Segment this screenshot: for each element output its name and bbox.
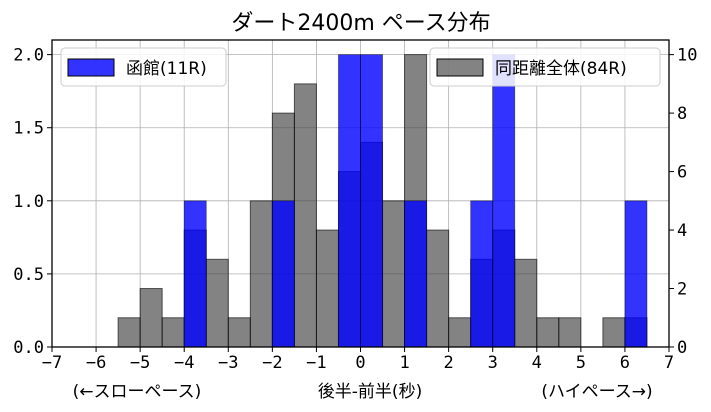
x-tick-label-6: −1 [306,353,326,373]
left-tick-label-3: 1.5 [13,119,44,139]
bar-all-1 [139,288,163,348]
bar-all-9 [315,229,339,348]
bar-all-20 [558,317,582,348]
bar-hakodate-2 [338,54,361,348]
x-tick-label-0: −7 [42,353,62,373]
chart-title: ダート2400m ペース分布 [231,11,490,36]
left-tick-label-0: 0.0 [13,338,44,358]
bar-hakodate-4 [404,200,428,348]
right-tick-label-0: 0 [677,338,687,358]
x-tick-label-12: 5 [576,353,586,373]
x-tick-label-10: 3 [488,353,498,373]
x-axis-label: 後半-前半(秒) [318,382,422,402]
right-tick-label-1: 2 [677,280,687,300]
x-axis-ticks: −7 −6 −5 −4 −3 −2 −1 0 1 2 3 4 5 6 7 [42,347,674,373]
legend-hakodate-swatch [67,58,115,77]
bar-all-4 [205,258,229,348]
bar-hakodate-1 [271,200,295,348]
bar-all-19 [536,317,560,348]
right-tick-label-5: 10 [677,46,697,66]
right-tick-label-3: 6 [677,163,687,183]
x-tick-label-14: 7 [664,353,674,373]
bar-all-5 [227,317,251,348]
legend-hakodate: 函館(11R) [60,47,227,87]
legend-all-swatch [436,58,484,77]
bar-all-2 [161,317,185,348]
legend-all-label: 同距離全体(84R) [495,59,627,79]
left-y-axis-ticks: 0.0 0.5 1.0 1.5 2.0 [13,46,52,358]
bar-all-18 [514,258,538,348]
left-tick-label-4: 2.0 [13,46,44,66]
left-tick-label-1: 0.5 [13,265,44,285]
bar-hakodate-0 [183,200,207,348]
x-tick-label-7: 0 [355,353,365,373]
legend-all-box [429,47,661,87]
x-label-high: (ハイペース→) [541,382,652,402]
bar-all-12 [382,200,406,348]
x-tick-label-8: 1 [399,353,409,373]
right-y-axis-ticks: 0 2 4 6 8 10 [669,46,697,358]
right-tick-label-4: 8 [677,104,687,124]
x-label-slow: (←スローペース) [73,382,202,402]
x-tick-label-3: −4 [174,353,194,373]
bar-hakodate-7 [624,200,648,348]
bar-all-0 [117,317,141,348]
x-tick-label-2: −5 [130,353,150,373]
x-tick-label-9: 2 [444,353,454,373]
x-tick-label-11: 4 [532,353,542,373]
bar-all-14 [426,229,450,348]
legend-all: 同距離全体(84R) [429,47,661,87]
x-tick-label-4: −3 [218,353,238,373]
bar-all-8 [293,83,317,348]
x-tick-label-5: −2 [262,353,282,373]
right-tick-label-2: 4 [677,221,687,241]
bar-hakodate-3 [360,54,383,348]
bar-all-21 [602,317,626,348]
left-tick-label-2: 1.0 [13,192,44,212]
bar-all-15 [448,317,472,348]
bar-all-6 [249,200,273,348]
bar-hakodate-6 [492,54,516,348]
series-hakodate-bars [183,54,648,348]
legend-hakodate-label: 函館(11R) [126,59,207,79]
x-tick-label-13: 6 [620,353,630,373]
x-tick-label-1: −6 [86,353,106,373]
bar-hakodate-5 [470,200,494,348]
